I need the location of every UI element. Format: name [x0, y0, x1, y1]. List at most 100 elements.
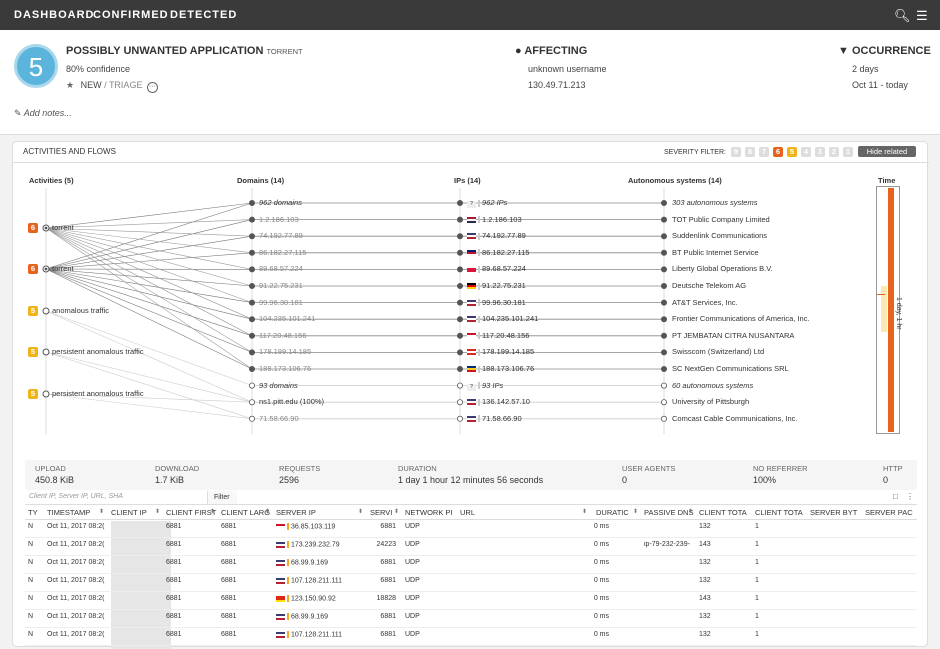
- column-header[interactable]: TIMESTAMP: [47, 508, 107, 517]
- activity-label[interactable]: persistent anomalous traffic: [52, 347, 144, 356]
- flow-node[interactable]: [457, 234, 462, 239]
- activity-node[interactable]: [43, 308, 49, 314]
- time-bar-torrent[interactable]: [888, 188, 894, 432]
- flow-node[interactable]: [249, 200, 254, 205]
- flow-node[interactable]: [457, 217, 462, 222]
- ip-label[interactable]: 91.22.75.231: [467, 281, 526, 290]
- as-label[interactable]: AT&T Services, Inc.: [672, 298, 738, 307]
- flow-node[interactable]: [661, 234, 666, 239]
- ip-label[interactable]: ?962 IPs: [467, 198, 507, 208]
- server-ip-cell[interactable]: 107.128.211.111: [276, 631, 342, 638]
- sort-icon[interactable]: ⬍: [358, 508, 363, 515]
- flow-node[interactable]: [457, 300, 462, 305]
- column-header[interactable]: SERVER PAC: [865, 508, 917, 517]
- domain-label[interactable]: 104.235.101.241: [259, 314, 315, 323]
- domain-label[interactable]: 178.199.14.185: [259, 347, 311, 356]
- flow-node[interactable]: [661, 300, 666, 305]
- flow-node[interactable]: [249, 366, 254, 371]
- ip-label[interactable]: ?93 IPs: [467, 381, 503, 391]
- domain-label[interactable]: 1.2.186.103: [259, 215, 299, 224]
- nav-dashboard[interactable]: DASHBOARD: [14, 9, 95, 21]
- domain-label[interactable]: 71.58.66.90: [259, 414, 299, 423]
- flow-node[interactable]: [457, 366, 462, 371]
- domain-label[interactable]: 74.192.77.89: [259, 231, 303, 240]
- ip-label[interactable]: 99.96.30.181: [467, 298, 526, 307]
- flow-node[interactable]: [457, 200, 462, 205]
- activity-label[interactable]: torrent: [52, 223, 74, 232]
- status-triage[interactable]: TRIAGE: [109, 80, 143, 90]
- as-label[interactable]: SC NextGen Communications SRL: [672, 364, 789, 373]
- domain-label[interactable]: 89.68.57.224: [259, 264, 303, 273]
- as-label[interactable]: Frontier Communications of America, Inc.: [672, 314, 810, 323]
- flow-node[interactable]: [249, 400, 254, 405]
- sort-icon[interactable]: ⬍: [210, 508, 215, 515]
- ip-label[interactable]: 71.58.66.90: [467, 414, 522, 423]
- filter-input[interactable]: Client IP, Server IP, URL, SHA: [29, 493, 123, 500]
- status-new[interactable]: NEW: [81, 80, 102, 90]
- as-label[interactable]: PT JEMBATAN CITRA NUSANTARA: [672, 331, 794, 340]
- sort-icon[interactable]: ⬍: [155, 508, 160, 515]
- flow-node[interactable]: [661, 267, 666, 272]
- domain-label[interactable]: ns1.pitt.edu (100%): [259, 397, 324, 406]
- export-icon[interactable]: □: [893, 492, 898, 501]
- ip-label[interactable]: 178.199.14.185: [467, 347, 534, 356]
- as-label[interactable]: Comcast Cable Communications, Inc.: [672, 414, 797, 423]
- server-ip-cell[interactable]: 107.128.211.111: [276, 577, 342, 584]
- flow-node[interactable]: [661, 217, 666, 222]
- flow-node[interactable]: [661, 366, 666, 371]
- server-ip-cell[interactable]: 173.239.232.79: [276, 541, 340, 548]
- column-header[interactable]: TY: [28, 508, 46, 517]
- add-notes-link[interactable]: ✎ Add notes...: [14, 108, 72, 119]
- flow-node[interactable]: [249, 350, 254, 355]
- flow-node[interactable]: [457, 250, 462, 255]
- domain-label[interactable]: 188.173.106.76: [259, 364, 311, 373]
- ip-label[interactable]: 188.173.106.76: [467, 364, 534, 373]
- flow-node[interactable]: [457, 383, 462, 388]
- flow-node[interactable]: [661, 283, 666, 288]
- sort-icon[interactable]: ⬍: [633, 508, 638, 515]
- as-label[interactable]: University of Pittsburgh: [672, 397, 749, 406]
- ip-label[interactable]: 104.235.101.241: [467, 314, 538, 323]
- flow-node[interactable]: [249, 416, 254, 421]
- flow-node[interactable]: [661, 333, 666, 338]
- activity-label[interactable]: torrent: [52, 264, 74, 273]
- flow-node[interactable]: [457, 333, 462, 338]
- flow-node[interactable]: [661, 200, 666, 205]
- sort-icon[interactable]: ⬍: [265, 508, 270, 515]
- column-header[interactable]: SERVER BYT: [810, 508, 862, 517]
- activity-label[interactable]: persistent anomalous traffic: [52, 389, 144, 398]
- sort-icon[interactable]: ⬍: [688, 508, 693, 515]
- affecting-ip[interactable]: 130.49.71.213: [528, 80, 586, 90]
- flow-node[interactable]: [661, 416, 666, 421]
- domain-label[interactable]: 91.22.75.231: [259, 281, 303, 290]
- domain-label[interactable]: 117.20.48.156: [259, 331, 306, 340]
- ip-label[interactable]: 117.20.48.156: [467, 331, 529, 340]
- column-header[interactable]: URL: [460, 508, 590, 517]
- ip-label[interactable]: 86.182.27.115: [467, 248, 529, 257]
- activity-label[interactable]: anomalous traffic: [52, 306, 109, 315]
- menu-icon[interactable]: ☰: [916, 8, 928, 24]
- flow-node[interactable]: [661, 400, 666, 405]
- activity-node[interactable]: [43, 349, 49, 355]
- sort-icon[interactable]: ⬍: [394, 508, 399, 515]
- as-label[interactable]: Suddenlink Communications: [672, 231, 767, 240]
- star-icon[interactable]: ★: [66, 80, 74, 90]
- time-bar-anomalous[interactable]: [881, 286, 887, 332]
- flow-node[interactable]: [249, 217, 254, 222]
- flow-node[interactable]: [249, 317, 254, 322]
- server-ip-cell[interactable]: 123.150.90.92: [276, 595, 336, 602]
- flow-node[interactable]: [249, 250, 254, 255]
- domain-label[interactable]: 962 domains: [259, 198, 302, 207]
- as-label[interactable]: TOT Public Company Limited: [672, 215, 770, 224]
- domain-label[interactable]: 86.182.27.115: [259, 248, 306, 257]
- ip-label[interactable]: 1.2.186.103: [467, 215, 522, 224]
- ip-label[interactable]: 89.68.57.224: [467, 264, 526, 273]
- as-label[interactable]: Deutsche Telekom AG: [672, 281, 746, 290]
- flow-node[interactable]: [457, 267, 462, 272]
